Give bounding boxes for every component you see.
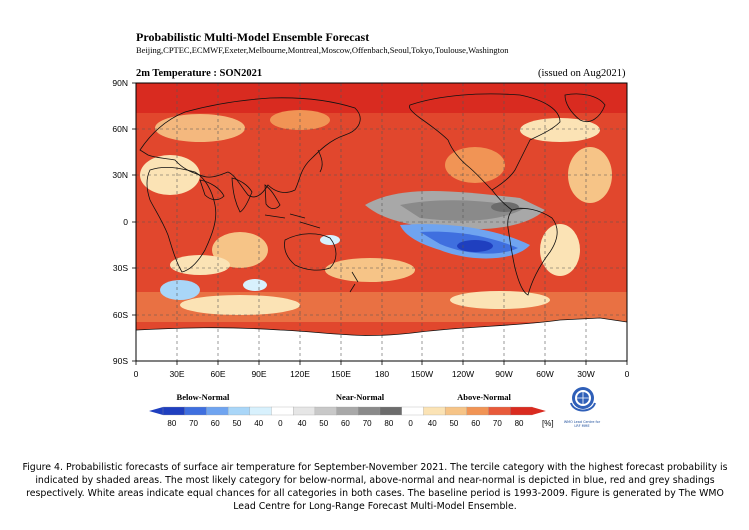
y-tick-label: 60S: [113, 310, 128, 320]
legend-color-swatch: [314, 406, 338, 416]
y-tick-label: 30N: [112, 170, 128, 180]
legend-tick-label: 80: [384, 419, 393, 428]
x-tick-marks: [135, 361, 628, 365]
legend-tick-label: 40: [428, 419, 437, 428]
legend-color-swatch: [293, 406, 316, 416]
x-tick-label: 120W: [452, 369, 474, 379]
legend-arrow-above: [531, 407, 546, 415]
x-tick-label: 120E: [290, 369, 310, 379]
y-tick-label: 30S: [113, 263, 128, 273]
legend-color-swatch: [466, 406, 489, 416]
legend-color-swatch: [488, 406, 511, 416]
x-tick-label: 60W: [536, 369, 553, 379]
legend-arrow-below: [149, 407, 163, 415]
legend-tick-label: 50: [232, 419, 241, 428]
legend-tick-label: 60: [341, 419, 350, 428]
x-tick-label: 0: [625, 369, 630, 379]
y-tick-label: 90N: [112, 78, 128, 88]
coastlines: [136, 93, 627, 336]
x-tick-label: 150E: [331, 369, 351, 379]
legend-tick-label: 80: [515, 419, 524, 428]
map-variable-label: 2m Temperature : SON2021: [136, 68, 263, 79]
legend-color-swatch: [249, 406, 272, 416]
y-tick-marks: [132, 82, 136, 362]
legend-tick-labels: 80 70 60 50 40 0 40 50 60 70 80 0 40 50 60 70 80: [167, 419, 524, 428]
x-tick-label: 90E: [251, 369, 266, 379]
legend-unit: [%]: [542, 419, 554, 428]
legend-tick-label: 40: [298, 419, 307, 428]
legend-color-swatch: [510, 406, 533, 416]
legend-tick-label: 70: [493, 419, 502, 428]
legend-headings: Below-Normal Near-Normal Above-Normal: [177, 392, 512, 402]
issued-date-label: (issued on Aug2021): [538, 68, 626, 79]
wmo-logo-text: WMO Lead Centre for LRF MME: [558, 420, 606, 428]
wmo-logo: [570, 387, 596, 412]
legend-color-swatch: [379, 406, 403, 416]
wmo-logo-text-line: WMO Lead Centre for: [563, 420, 601, 424]
legend-color-swatch: [206, 406, 229, 416]
legend-near-label: Near-Normal: [336, 392, 385, 402]
legend-above-label: Above-Normal: [457, 392, 511, 402]
legend-tick-label: 0: [408, 419, 413, 428]
legend-color-swatch: [358, 406, 381, 416]
legend-tick-label: 60: [471, 419, 480, 428]
legend-tick-label: 80: [167, 419, 176, 428]
legend-color-swatch: [227, 406, 251, 416]
legend-tick-label: 50: [449, 419, 458, 428]
legend-tick-label: 70: [189, 419, 198, 428]
legend-colorbar: [149, 406, 546, 416]
x-tick-label: 0: [134, 369, 139, 379]
legend-color-swatch: [184, 406, 207, 416]
legend-below-label: Below-Normal: [177, 392, 231, 402]
legend-color-swatch: [444, 406, 468, 416]
x-tick-labels: 0 30E 60E 90E 120E 150E 180 150W 120W 90…: [134, 369, 630, 379]
figure-subtitle: Beijing,CPTEC,ECMWF,Exeter,Melbourne,Mon…: [136, 45, 509, 55]
legend-tick-label: 70: [363, 419, 372, 428]
x-tick-label: 150W: [411, 369, 433, 379]
figure-title: Probabilistic Multi-Model Ensemble Forec…: [136, 30, 370, 44]
legend-color-swatch: [162, 406, 186, 416]
x-tick-label: 30E: [169, 369, 184, 379]
legend-tick-label: 50: [319, 419, 328, 428]
x-tick-label: 180: [375, 369, 389, 379]
wmo-logo-text-line: LRF MME: [574, 424, 590, 428]
legend-tick-label: 40: [254, 419, 263, 428]
legend-color-swatch: [423, 406, 446, 416]
legend-tick-label: 0: [278, 419, 283, 428]
legend-color-swatch: [271, 406, 294, 416]
y-tick-labels: 90N 60N 30N 0 30S 60S 90S: [112, 78, 128, 366]
y-tick-label: 0: [123, 217, 128, 227]
forecast-map-figure: 90N 60N 30N 0 30S 60S 90S 0 30E 60E 90E …: [112, 78, 630, 428]
x-tick-label: 60E: [210, 369, 225, 379]
legend-color-swatch: [336, 406, 359, 416]
y-tick-label: 90S: [113, 356, 128, 366]
figure-caption: Figure 4. Probabilistic forecasts of sur…: [22, 462, 728, 512]
x-tick-label: 90W: [495, 369, 512, 379]
y-tick-label: 60N: [112, 124, 128, 134]
legend-color-swatch: [401, 406, 424, 416]
legend-tick-label: 60: [211, 419, 220, 428]
x-tick-label: 30W: [577, 369, 594, 379]
